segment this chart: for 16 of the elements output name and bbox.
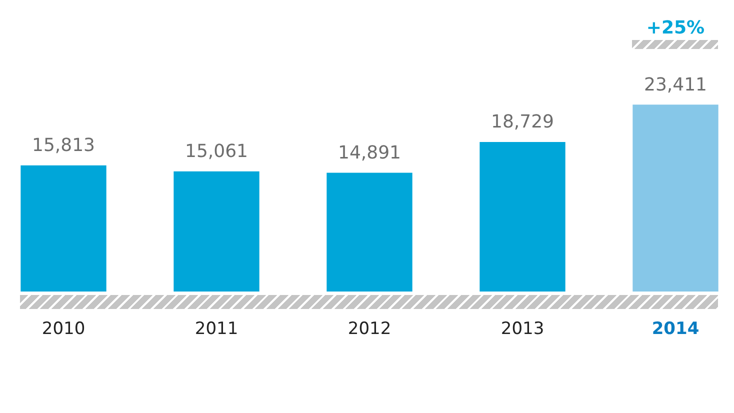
data-label: 18,729 (491, 112, 554, 133)
x-tick-label: 2011 (194, 319, 238, 340)
x-tick-label: 2012 (348, 319, 392, 340)
text: +25% (646, 18, 705, 39)
bar (326, 172, 412, 292)
bar (632, 104, 718, 292)
x-tick-label: 2014 (652, 319, 700, 340)
x-tick-label: 2010 (42, 319, 86, 340)
bar (20, 165, 106, 292)
data-label: 15,813 (32, 135, 95, 156)
bar (480, 142, 566, 292)
x-tick-label: 2013 (500, 319, 544, 340)
bar (174, 171, 260, 292)
data-label: 23,411 (644, 74, 707, 96)
data-label: 14,891 (338, 142, 401, 164)
data-label: 15,061 (185, 141, 248, 162)
